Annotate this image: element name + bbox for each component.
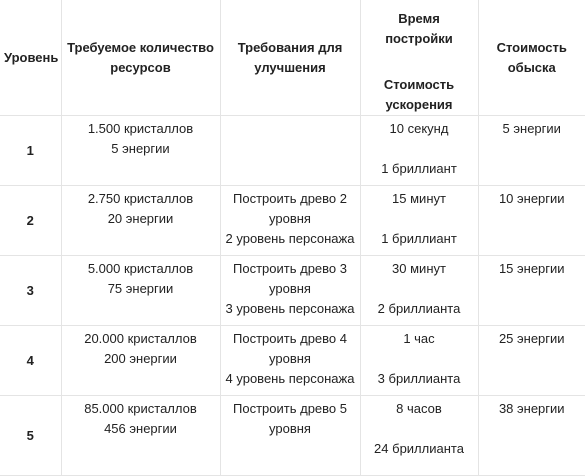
- resource-crystals: 2.750 кристаллов: [87, 191, 194, 206]
- requirement-character-level: 2 уровень персонажа: [225, 231, 355, 246]
- table-row: 4 20.000 кристаллов 200 энергии Построит…: [0, 325, 585, 396]
- resource-crystals: 1.500 кристаллов: [87, 121, 194, 136]
- build-time: 30 минут: [392, 261, 446, 276]
- resource-crystals: 20.000 кристаллов: [84, 331, 197, 346]
- requirements-cell: Построить древо 5 уровня: [220, 395, 361, 476]
- requirement-tree-cont: уровня: [269, 351, 311, 366]
- requirements-cell: Построить древо 4 уровня 4 уровень персо…: [220, 325, 361, 396]
- search-cost-cell: 5 энергии: [478, 115, 585, 186]
- table-row: 1 1.500 кристаллов 5 энергии 10 секунд 1…: [0, 115, 585, 186]
- resources-cell: 2.750 кристаллов 20 энергии: [61, 185, 221, 256]
- speedup-cost: 3 бриллианта: [377, 371, 461, 386]
- header-build-time: Время постройки Стоимость ускорения: [360, 0, 479, 116]
- build-time: 10 секунд: [389, 121, 449, 136]
- build-time-cell: 8 часов 24 бриллианта: [360, 395, 479, 476]
- header-level: Уровень: [0, 0, 62, 116]
- table-row: 2 2.750 кристаллов 20 энергии Построить …: [0, 185, 585, 256]
- level-cell: 4: [0, 325, 62, 396]
- search-cost-cell: 25 энергии: [478, 325, 585, 396]
- resource-energy: 20 энергии: [107, 211, 174, 226]
- build-time: 8 часов: [396, 401, 442, 416]
- level-cell: 1: [0, 115, 62, 186]
- header-speedup-line-1: Стоимость: [383, 77, 455, 92]
- requirement-character-level: 4 уровень персонажа: [225, 371, 355, 386]
- search-cost-cell: 10 энергии: [478, 185, 585, 256]
- resource-crystals: 5.000 кристаллов: [87, 261, 194, 276]
- header-search-line-2: обыска: [507, 59, 556, 75]
- header-build-time-label: Время постройки: [385, 11, 453, 46]
- level-cell: 2: [0, 185, 62, 256]
- resource-energy: 75 энергии: [107, 281, 174, 296]
- requirement-tree-cont: уровня: [269, 211, 311, 226]
- requirements-cell: Построить древо 3 уровня 3 уровень персо…: [220, 255, 361, 326]
- resource-energy: 456 энергии: [104, 421, 177, 436]
- resources-cell: 5.000 кристаллов 75 энергии: [61, 255, 221, 326]
- requirement-tree: Построить древо 3: [233, 261, 347, 276]
- requirement-character-level: 3 уровень персонажа: [225, 301, 355, 316]
- requirement-tree-cont: уровня: [269, 281, 311, 296]
- resources-cell: 1.500 кристаллов 5 энергии: [61, 115, 221, 186]
- build-time-cell: 15 минут 1 бриллиант: [360, 185, 479, 256]
- header-requirements: Требования для улучшения: [220, 0, 361, 116]
- requirement-tree-cont: уровня: [269, 421, 311, 436]
- header-speedup-line-2: ускорения: [385, 97, 453, 112]
- table-row: 3 5.000 кристаллов 75 энергии Построить …: [0, 255, 585, 326]
- requirements-cell: Построить древо 2 уровня 2 уровень персо…: [220, 185, 361, 256]
- resources-cell: 20.000 кристаллов 200 энергии: [61, 325, 221, 396]
- requirements-cell: [220, 115, 361, 186]
- requirement-tree: Построить древо 2: [233, 191, 347, 206]
- header-resources-line-1: Требуемое количество: [67, 39, 214, 55]
- table-row: 5 85.000 кристаллов 456 энергии Построит…: [0, 395, 585, 476]
- build-time: 1 час: [403, 331, 435, 346]
- build-time: 15 минут: [392, 191, 446, 206]
- level-cell: 5: [0, 395, 62, 476]
- resource-energy: 5 энергии: [111, 141, 170, 156]
- requirement-tree: Построить древо 5: [233, 401, 347, 416]
- resource-energy: 200 энергии: [104, 351, 177, 366]
- speedup-cost: 24 бриллианта: [374, 441, 464, 456]
- resource-crystals: 85.000 кристаллов: [84, 401, 197, 416]
- header-requirements-line-1: Требования для: [237, 39, 343, 55]
- header-resources: Требуемое количество ресурсов: [61, 0, 221, 116]
- header-search-line-1: Стоимость: [496, 39, 567, 55]
- build-time-cell: 30 минут 2 бриллианта: [360, 255, 479, 326]
- header-resources-line-2: ресурсов: [110, 59, 171, 75]
- search-cost-cell: 38 энергии: [478, 395, 585, 476]
- header-row: Уровень Требуемое количество ресурсов Тр…: [0, 0, 585, 116]
- build-time-cell: 10 секунд 1 бриллиант: [360, 115, 479, 186]
- search-cost-cell: 15 энергии: [478, 255, 585, 326]
- speedup-cost: 1 бриллиант: [381, 231, 457, 246]
- header-requirements-line-2: улучшения: [254, 59, 326, 75]
- build-time-cell: 1 час 3 бриллианта: [360, 325, 479, 396]
- resources-cell: 85.000 кристаллов 456 энергии: [61, 395, 221, 476]
- speedup-cost: 1 бриллиант: [381, 161, 457, 176]
- header-search-cost: Стоимость обыска: [478, 0, 585, 116]
- requirement-tree: Построить древо 4: [233, 331, 347, 346]
- level-cell: 3: [0, 255, 62, 326]
- speedup-cost: 2 бриллианта: [377, 301, 461, 316]
